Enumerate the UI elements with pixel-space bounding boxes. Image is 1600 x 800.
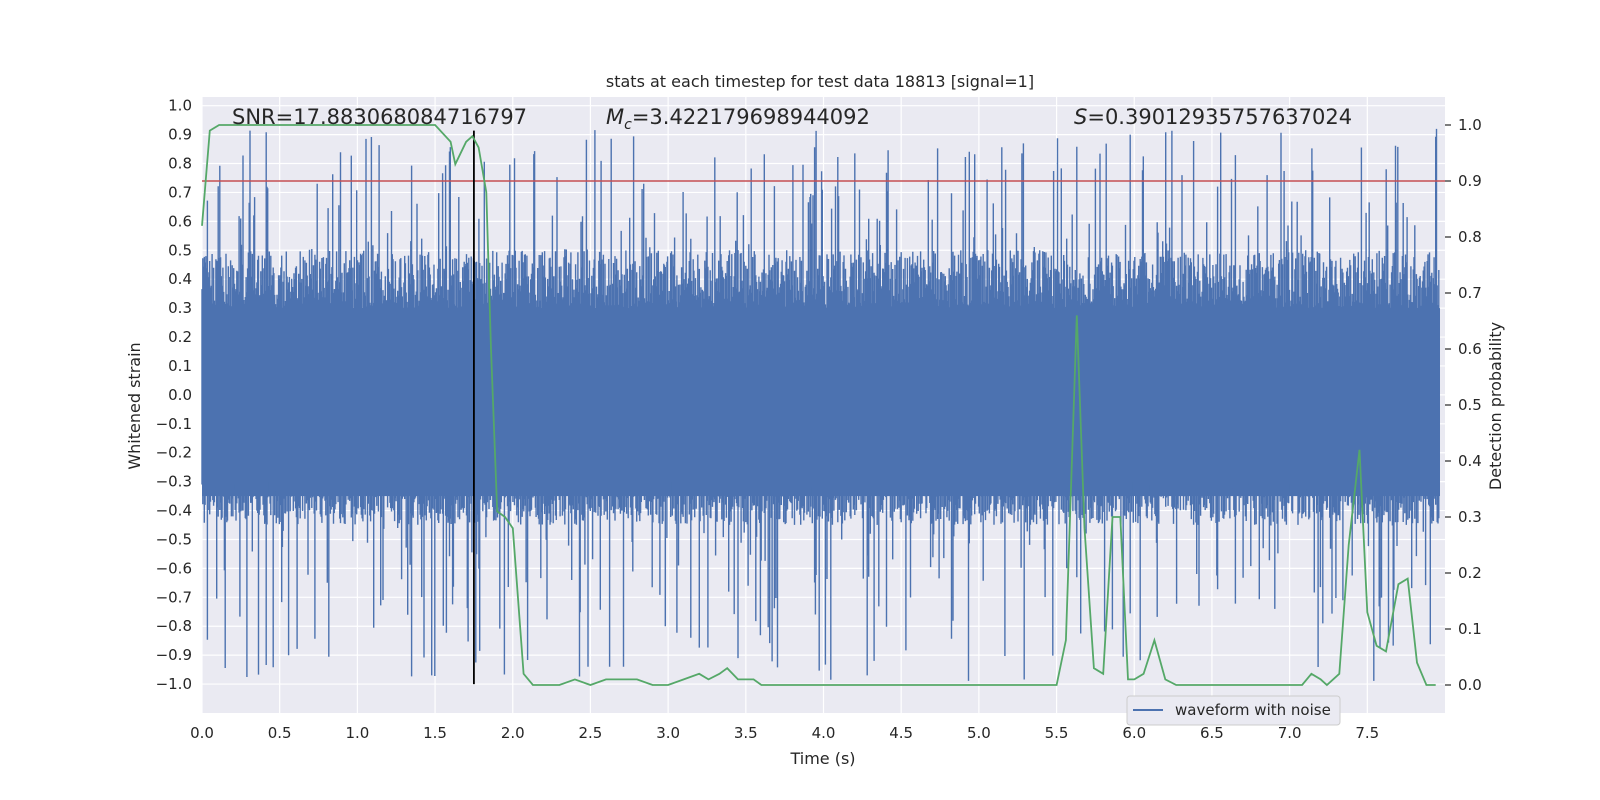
waveform-line — [201, 128, 1440, 681]
chirp-mass-annotation: Mc=3.422179698944092 — [606, 105, 870, 133]
chart-title: stats at each timestep for test data 188… — [606, 72, 1034, 91]
y-tick-label-left: −0.7 — [156, 588, 192, 606]
x-axis-label: Time (s) — [789, 749, 855, 768]
y-axis-label-left: Whitened strain — [125, 342, 144, 469]
x-tick-label: 2.0 — [501, 724, 525, 742]
mc-subscript: c — [624, 117, 632, 133]
y-tick-label-right: 0.8 — [1458, 228, 1482, 246]
legend: waveform with noise — [1126, 695, 1341, 726]
y-tick-label-left: −0.4 — [156, 502, 192, 520]
s-symbol: S — [1074, 105, 1087, 129]
y-tick-label-right: 1.0 — [1458, 116, 1482, 134]
legend-box — [1126, 695, 1341, 726]
y-tick-label-left: 0.4 — [168, 270, 192, 288]
y-tick-label-right: 0.3 — [1458, 508, 1482, 526]
detection-probability-series — [201, 124, 1436, 687]
y-tick-label-left: 0.5 — [168, 241, 192, 259]
x-tick-label: 3.0 — [656, 724, 680, 742]
y-tick-label-right: 0.4 — [1458, 452, 1482, 470]
y-tick-label-right: 0.5 — [1458, 396, 1482, 414]
x-tick-label: 7.5 — [1355, 724, 1379, 742]
y-tick-label-left: 0.0 — [168, 386, 192, 404]
y-tick-label-right: 0.0 — [1458, 676, 1482, 694]
y-tick-label-left: −0.6 — [156, 559, 192, 577]
y-tick-label-left: −0.5 — [156, 530, 192, 548]
snr-annotation: SNR=17.883068084716797 — [232, 105, 527, 129]
x-tick-label: 7.0 — [1278, 724, 1302, 742]
y-tick-label-left: 0.2 — [168, 328, 192, 346]
mc-symbol: M — [606, 105, 624, 129]
x-tick-label: 6.5 — [1200, 724, 1224, 742]
y-tick-label-right: 0.1 — [1458, 620, 1482, 638]
detection-probability-line — [201, 124, 1436, 687]
y-axis-label-right: Detection probability — [1486, 322, 1505, 490]
mc-value: =3.422179698944092 — [632, 105, 870, 129]
y-tick-label-left: −0.9 — [156, 646, 192, 664]
y-tick-label-left: 0.8 — [168, 155, 192, 173]
waveform-series — [201, 128, 1440, 681]
tick-labels: 0.0 0.5 1.0 1.5 2.0 2.5 3.0 3.5 4.0 4.5 5.0 5.5 6.0 6… — [156, 97, 1482, 742]
x-tick-label: 6.0 — [1122, 724, 1146, 742]
x-tick-label: 1.0 — [345, 724, 369, 742]
y-tick-label-left: 0.3 — [168, 299, 192, 317]
x-tick-label: 3.5 — [734, 724, 758, 742]
y-tick-label-left: 0.6 — [168, 212, 192, 230]
y-tick-label-left: −0.2 — [156, 444, 192, 462]
s-value: =0.39012935757637024 — [1087, 105, 1352, 129]
x-tick-label: 0.0 — [190, 724, 214, 742]
y-tick-label-left: −0.3 — [156, 473, 192, 491]
x-tick-label: 5.5 — [1045, 724, 1069, 742]
x-tick-label: 2.5 — [579, 724, 603, 742]
y-tick-label-right: 0.6 — [1458, 340, 1482, 358]
y-tick-label-left: 0.1 — [168, 357, 192, 375]
x-tick-label: 0.5 — [268, 724, 292, 742]
x-tick-label: 1.5 — [423, 724, 447, 742]
x-tick-label: 4.5 — [889, 724, 913, 742]
y-tick-label-left: 0.9 — [168, 126, 192, 144]
y-tick-label-left: −0.8 — [156, 617, 192, 635]
y-tick-label-right: 0.2 — [1458, 564, 1482, 582]
y-tick-label-right: 0.7 — [1458, 284, 1482, 302]
x-tick-label: 4.0 — [812, 724, 836, 742]
legend-label: waveform with noise — [1175, 701, 1331, 719]
y-tick-label-left: 0.7 — [168, 183, 192, 201]
y-tick-label-right: 0.9 — [1458, 172, 1482, 190]
y-tick-label-left: 1.0 — [168, 97, 192, 115]
s-annotation: S=0.39012935757637024 — [1074, 105, 1352, 129]
x-tick-label: 5.0 — [967, 724, 991, 742]
y-tick-label-left: −0.1 — [156, 415, 192, 433]
y-tick-label-left: −1.0 — [156, 675, 192, 693]
